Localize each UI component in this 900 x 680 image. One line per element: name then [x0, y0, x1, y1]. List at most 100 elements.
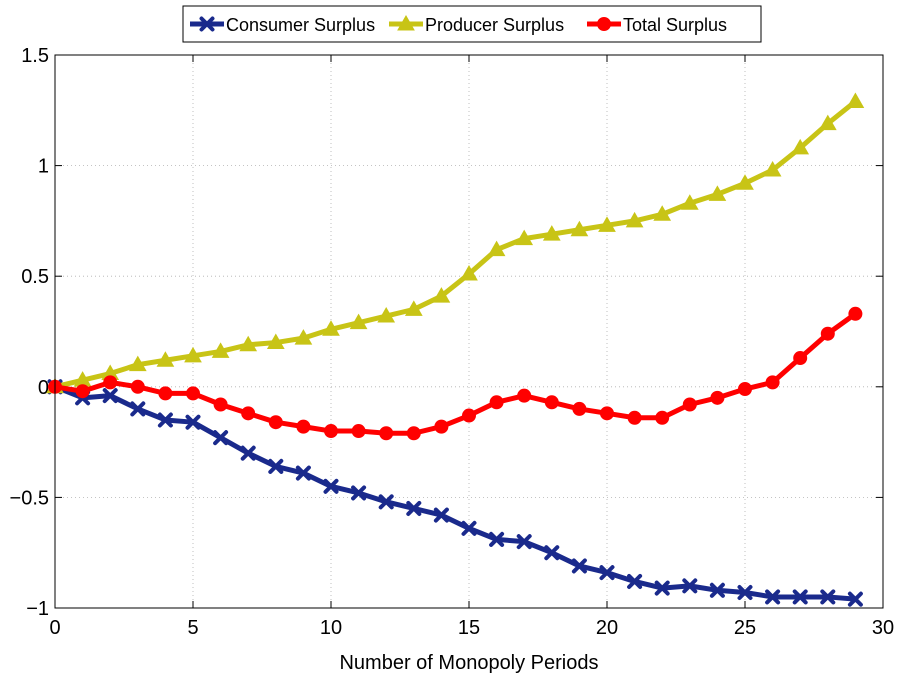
consumer-surplus-point — [737, 585, 753, 601]
producer-surplus-point — [680, 194, 699, 210]
producer-surplus-point — [404, 300, 423, 316]
consumer-surplus-point — [599, 565, 615, 581]
legend-item-consumer-surplus: Consumer Surplus — [190, 15, 375, 35]
producer-surplus-point — [487, 240, 506, 257]
producer-surplus-point — [322, 320, 340, 336]
legend-label: Consumer Surplus — [226, 15, 375, 35]
consumer-surplus-point — [847, 591, 863, 607]
consumer-surplus-point — [433, 507, 449, 523]
producer-surplus-point — [598, 216, 616, 232]
consumer-surplus-point — [709, 582, 725, 598]
producer-surplus-point — [211, 342, 230, 358]
total-surplus-point — [158, 386, 173, 401]
total-surplus-point — [738, 382, 752, 397]
consumer-surplus-point — [544, 545, 560, 561]
consumer-surplus-line — [54, 384, 856, 602]
total-surplus-point — [130, 379, 145, 394]
y-tick-label: 1 — [38, 156, 49, 178]
consumer-surplus-point — [654, 580, 670, 596]
x-tick-label: 30 — [872, 617, 894, 639]
producer-surplus-point — [542, 225, 561, 241]
total-surplus-point — [324, 424, 338, 439]
total-surplus-point — [462, 408, 476, 423]
series-producer-surplus — [46, 92, 865, 394]
total-surplus-point — [848, 306, 863, 321]
total-surplus-point — [600, 406, 614, 421]
legend-marker — [397, 14, 415, 31]
total-surplus-point — [103, 375, 118, 390]
consumer-surplus-point — [461, 520, 477, 536]
producer-surplus-point — [432, 287, 451, 303]
total-surplus-point — [296, 419, 311, 434]
total-surplus-point — [627, 410, 642, 425]
producer-surplus-point — [156, 351, 175, 367]
consumer-surplus-point — [406, 500, 422, 516]
legend-box — [182, 5, 762, 43]
producer-surplus-point — [294, 329, 313, 345]
consumer-surplus-point — [792, 589, 808, 605]
producer-surplus-point — [377, 307, 396, 323]
legend-label: Total Surplus — [623, 15, 727, 35]
total-surplus-point — [710, 390, 725, 405]
producer-surplus-point — [736, 174, 754, 190]
total-surplus-point — [75, 384, 90, 399]
producer-surplus-point — [266, 333, 285, 350]
x-tick-label: 5 — [187, 617, 198, 639]
producer-surplus-point — [184, 346, 202, 363]
total-surplus-point — [544, 395, 559, 410]
total-surplus-point — [489, 395, 504, 410]
consumer-surplus-point — [323, 478, 339, 494]
producer-surplus-point — [349, 313, 368, 330]
total-surplus-point — [434, 419, 449, 434]
consumer-surplus-point — [489, 531, 505, 547]
total-surplus-point — [572, 401, 587, 416]
consumer-surplus-point — [268, 458, 284, 474]
producer-surplus-point — [460, 264, 478, 281]
producer-surplus-point — [653, 205, 672, 221]
legend: Consumer Surplus Producer Surplus Total Su… — [182, 5, 762, 43]
x-tick-label: 15 — [458, 617, 480, 639]
consumer-surplus-point — [102, 388, 118, 404]
total-surplus-point — [406, 426, 421, 441]
y-tick-label: 0 — [38, 377, 49, 399]
series-consumer-surplus — [47, 379, 863, 607]
producer-surplus-point — [763, 161, 782, 177]
consumer-surplus-point — [130, 401, 146, 417]
total-surplus-point — [655, 410, 670, 425]
x-axis-label: Number of Monopoly Periods — [339, 652, 598, 674]
legend-item-total-surplus: Total Surplus — [587, 15, 727, 35]
producer-surplus-point — [625, 211, 644, 228]
producer-surplus-point — [791, 138, 810, 155]
consumer-surplus-point — [820, 589, 836, 605]
legend-marker — [597, 17, 611, 31]
producer-surplus-point — [570, 220, 589, 237]
consumer-surplus-point — [213, 430, 229, 446]
y-tick-label: −1 — [26, 598, 49, 620]
producer-surplus-point — [128, 355, 147, 372]
producer-surplus-point — [818, 114, 837, 131]
producer-surplus-point — [239, 335, 258, 352]
consumer-surplus-point — [516, 534, 532, 550]
producer-surplus-point — [708, 185, 727, 201]
series-layer — [46, 92, 865, 607]
consumer-surplus-point — [765, 589, 781, 605]
total-surplus-point — [820, 326, 835, 341]
consumer-surplus-point — [240, 445, 256, 461]
total-surplus-point — [793, 351, 808, 366]
consumer-surplus-point — [351, 485, 367, 501]
x-tick-label: 10 — [320, 617, 342, 639]
producer-surplus-point — [846, 92, 865, 108]
consumer-surplus-point — [157, 412, 173, 428]
consumer-surplus-point — [571, 558, 587, 574]
y-tick-label: 0.5 — [21, 266, 49, 288]
y-tick-label: 1.5 — [21, 45, 49, 67]
consumer-surplus-point — [378, 494, 394, 510]
legend-item-producer-surplus: Producer Surplus — [389, 14, 564, 35]
total-surplus-point — [765, 375, 780, 390]
consumer-surplus-point — [682, 578, 698, 594]
plot-frame — [54, 54, 884, 609]
x-tick-label: 20 — [596, 617, 618, 639]
consumer-surplus-point — [627, 573, 643, 589]
total-surplus-point — [268, 415, 283, 430]
